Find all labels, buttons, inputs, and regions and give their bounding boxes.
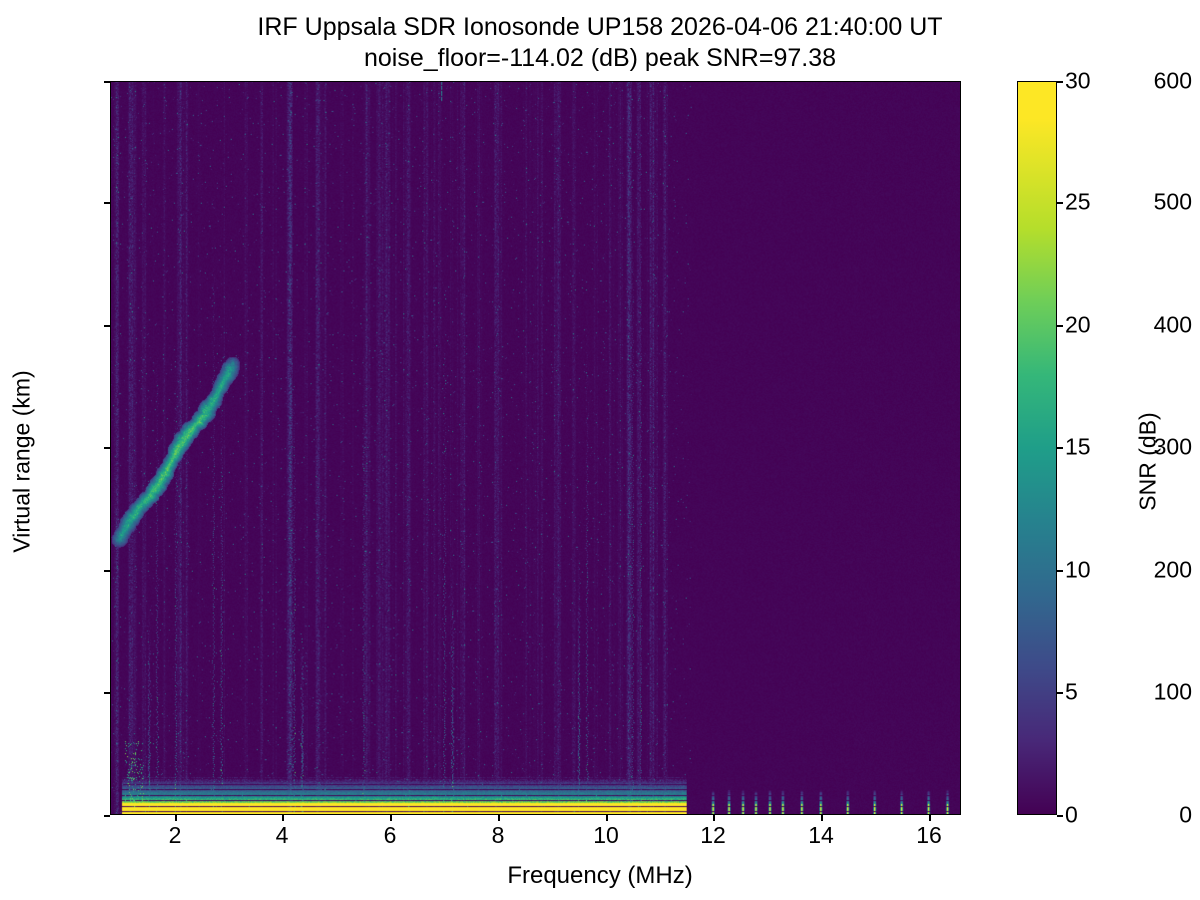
- y-tick-mark-300: [104, 447, 110, 449]
- x-tick-mark-14: [821, 815, 823, 821]
- y-tick-mark-600: [104, 81, 110, 83]
- cb-tick-label-0: 0: [1065, 802, 1078, 829]
- chart-title-block: IRF Uppsala SDR Ionosonde UP158 2026-04-…: [0, 12, 1200, 75]
- y-tick-label-400: 400: [1154, 312, 1192, 339]
- x-tick-label-8: 8: [492, 822, 505, 849]
- x-tick-label-10: 10: [593, 822, 619, 849]
- y-tick-mark-400: [104, 325, 110, 327]
- y-tick-label-500: 500: [1154, 189, 1192, 216]
- ionogram-heatmap[interactable]: [110, 81, 961, 815]
- cb-tick-label-15: 15: [1065, 434, 1091, 461]
- cb-tick-label-5: 5: [1065, 679, 1078, 706]
- y-tick-mark-500: [104, 202, 110, 204]
- x-tick-label-6: 6: [384, 822, 397, 849]
- x-tick-label-16: 16: [916, 822, 942, 849]
- cb-tick-mark-5: [1057, 692, 1063, 694]
- y-tick-mark-100: [104, 692, 110, 694]
- y-tick-label-600: 600: [1154, 68, 1192, 95]
- cb-tick-label-10: 10: [1065, 557, 1091, 584]
- chart-title-line1: IRF Uppsala SDR Ionosonde UP158 2026-04-…: [0, 12, 1200, 43]
- cb-tick-mark-0: [1057, 815, 1063, 817]
- x-tick-mark-10: [606, 815, 608, 821]
- cb-tick-label-30: 30: [1065, 68, 1091, 95]
- x-tick-mark-6: [390, 815, 392, 821]
- colorbar-title: SNR (dB): [1135, 412, 1162, 510]
- y-axis-title: Virtual range (km): [9, 370, 36, 552]
- y-tick-mark-0: [104, 815, 110, 817]
- y-tick-label-0: 0: [1179, 802, 1192, 829]
- x-axis-title: Frequency (MHz): [507, 862, 692, 890]
- heatmap-canvas: [111, 82, 960, 814]
- x-tick-label-12: 12: [700, 822, 726, 849]
- colorbar[interactable]: [1017, 81, 1057, 815]
- x-tick-mark-2: [175, 815, 177, 821]
- y-tick-mark-200: [104, 570, 110, 572]
- cb-tick-mark-20: [1057, 325, 1063, 327]
- y-tick-label-200: 200: [1154, 557, 1192, 584]
- x-tick-label-4: 4: [276, 822, 289, 849]
- cb-tick-mark-30: [1057, 81, 1063, 83]
- x-tick-mark-16: [929, 815, 931, 821]
- x-tick-label-2: 2: [169, 822, 182, 849]
- y-tick-label-100: 100: [1154, 679, 1192, 706]
- x-tick-mark-12: [713, 815, 715, 821]
- chart-title-line2: noise_floor=-114.02 (dB) peak SNR=97.38: [0, 43, 1200, 74]
- cb-tick-label-25: 25: [1065, 189, 1091, 216]
- x-tick-mark-4: [282, 815, 284, 821]
- ionogram-plot-window: IRF Uppsala SDR Ionosonde UP158 2026-04-…: [0, 0, 1200, 900]
- x-tick-label-14: 14: [808, 822, 834, 849]
- cb-tick-mark-10: [1057, 570, 1063, 572]
- cb-tick-mark-25: [1057, 202, 1063, 204]
- cb-tick-label-20: 20: [1065, 312, 1091, 339]
- cb-tick-mark-15: [1057, 447, 1063, 449]
- x-tick-mark-8: [498, 815, 500, 821]
